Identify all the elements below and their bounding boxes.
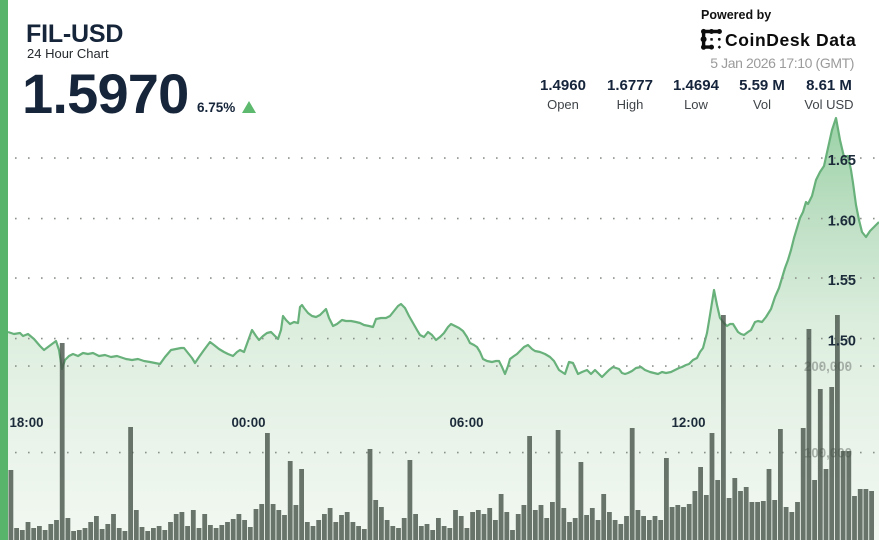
svg-text:12:00: 12:00 — [672, 415, 706, 430]
svg-text:100,000: 100,000 — [804, 445, 852, 461]
svg-text:1.50: 1.50 — [828, 334, 856, 350]
svg-text:00:00: 00:00 — [232, 415, 266, 430]
svg-text:1.60: 1.60 — [828, 214, 856, 230]
svg-text:18:00: 18:00 — [10, 415, 44, 430]
svg-text:1.55: 1.55 — [828, 273, 856, 289]
svg-text:06:00: 06:00 — [450, 415, 484, 430]
svg-text:200,000: 200,000 — [804, 358, 852, 374]
svg-text:1.65: 1.65 — [828, 153, 856, 169]
